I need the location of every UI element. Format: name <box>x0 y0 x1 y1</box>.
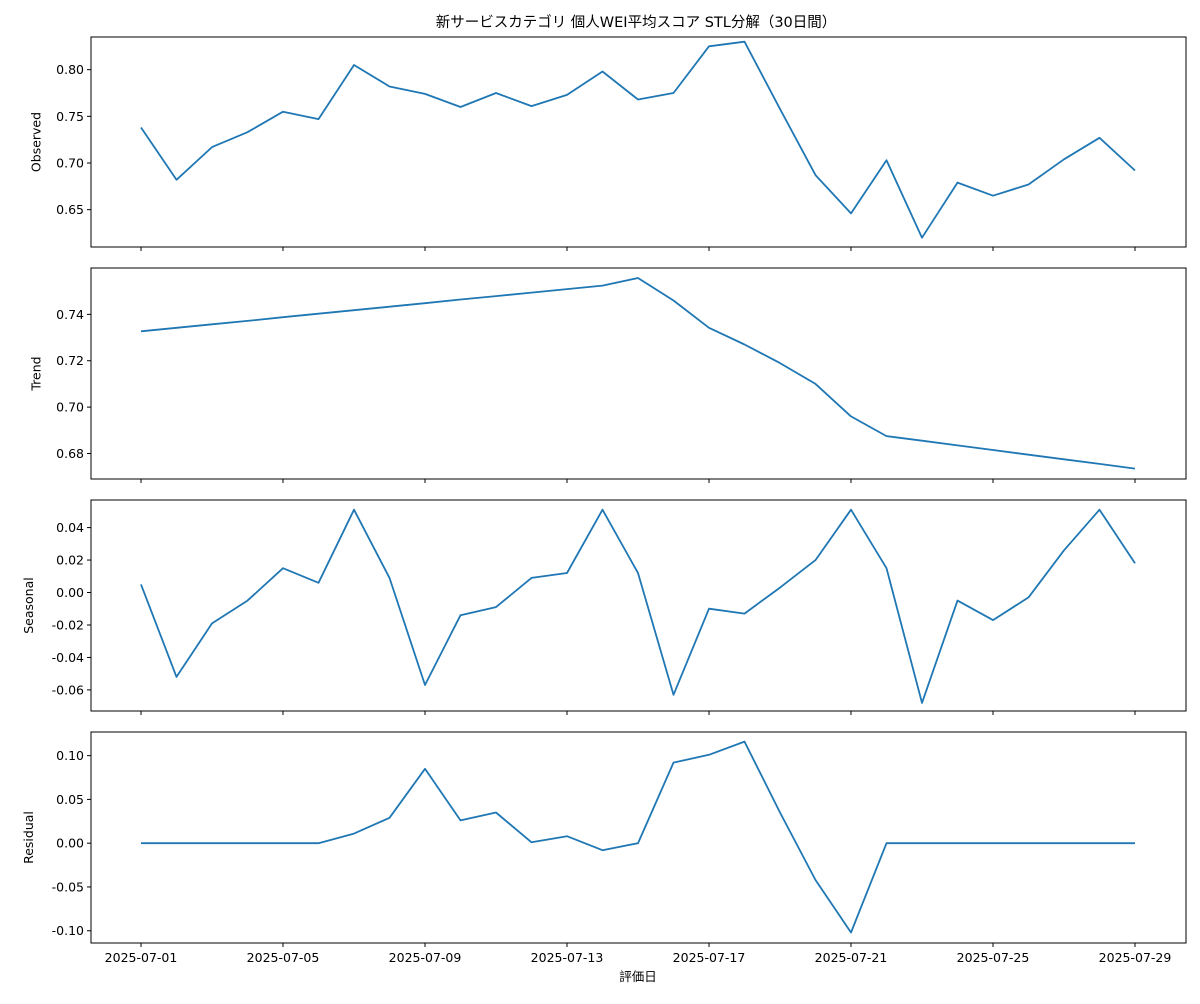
seasonal-y-axis-label: Seasonal <box>21 577 36 634</box>
residual-y-tick-label: -0.05 <box>52 879 84 894</box>
x-tick-label: 2025-07-21 <box>815 950 888 965</box>
x-tick-label: 2025-07-09 <box>389 950 462 965</box>
residual-y-tick-label: -0.10 <box>52 923 84 938</box>
residual-y-tick-label: 0.05 <box>56 792 84 807</box>
seasonal-y-tick-label: -0.04 <box>52 650 84 665</box>
trend-y-tick-label: 0.72 <box>56 353 84 368</box>
residual-panel: -0.10 -0.05 0.00 0.05 0.10 Residual 2025-07-01… <box>21 731 1187 965</box>
observed-plot-frame <box>90 36 1187 248</box>
residual-y-tick-label: 0.10 <box>56 748 84 763</box>
trend-y-tick-label: 0.70 <box>56 400 84 415</box>
residual-plot-frame <box>90 731 1187 944</box>
x-tick-label: 2025-07-01 <box>105 950 178 965</box>
observed-panel: 0.65 0.70 0.75 0.80 Observed <box>29 36 1187 251</box>
seasonal-y-tick-label: 0.00 <box>56 585 84 600</box>
seasonal-plot-frame <box>90 499 1187 712</box>
trend-plot-frame <box>90 267 1187 480</box>
trend-panel: 0.68 0.70 0.72 0.74 Trend <box>29 267 1187 483</box>
residual-y-tick-label: 0.00 <box>56 836 84 851</box>
trend-y-tick-label: 0.74 <box>56 307 84 322</box>
x-tick-label: 2025-07-29 <box>1099 950 1172 965</box>
trend-y-axis-label: Trend <box>29 356 44 391</box>
observed-y-tick-label: 0.65 <box>56 202 84 217</box>
observed-y-tick-label: 0.70 <box>56 156 84 171</box>
observed-y-tick-label: 0.80 <box>56 62 84 77</box>
seasonal-y-tick-label: 0.02 <box>56 553 84 568</box>
seasonal-panel: -0.06 -0.04 -0.02 0.00 0.02 0.04 Seasonal <box>21 499 1187 715</box>
residual-series-line <box>141 740 1135 934</box>
x-tick-label: 2025-07-05 <box>247 950 320 965</box>
x-tick-label: 2025-07-17 <box>673 950 746 965</box>
residual-y-axis-label: Residual <box>21 811 36 864</box>
seasonal-series-line <box>140 508 1136 704</box>
trend-series-line <box>140 277 1136 470</box>
chart-title: 新サービスカテゴリ 個人WEI平均スコア STL分解（30日間） <box>436 13 837 31</box>
seasonal-y-tick-label: -0.02 <box>52 617 84 632</box>
seasonal-y-tick-label: -0.06 <box>52 682 84 697</box>
observed-series-line <box>140 40 1136 239</box>
observed-y-tick-label: 0.75 <box>56 109 84 124</box>
x-tick-label: 2025-07-25 <box>957 950 1030 965</box>
observed-y-axis-label: Observed <box>29 112 44 172</box>
x-axis-label: 評価日 <box>619 969 657 984</box>
x-tick-label: 2025-07-13 <box>531 950 604 965</box>
seasonal-y-tick-label: 0.04 <box>56 520 84 535</box>
trend-y-tick-label: 0.68 <box>56 446 84 461</box>
